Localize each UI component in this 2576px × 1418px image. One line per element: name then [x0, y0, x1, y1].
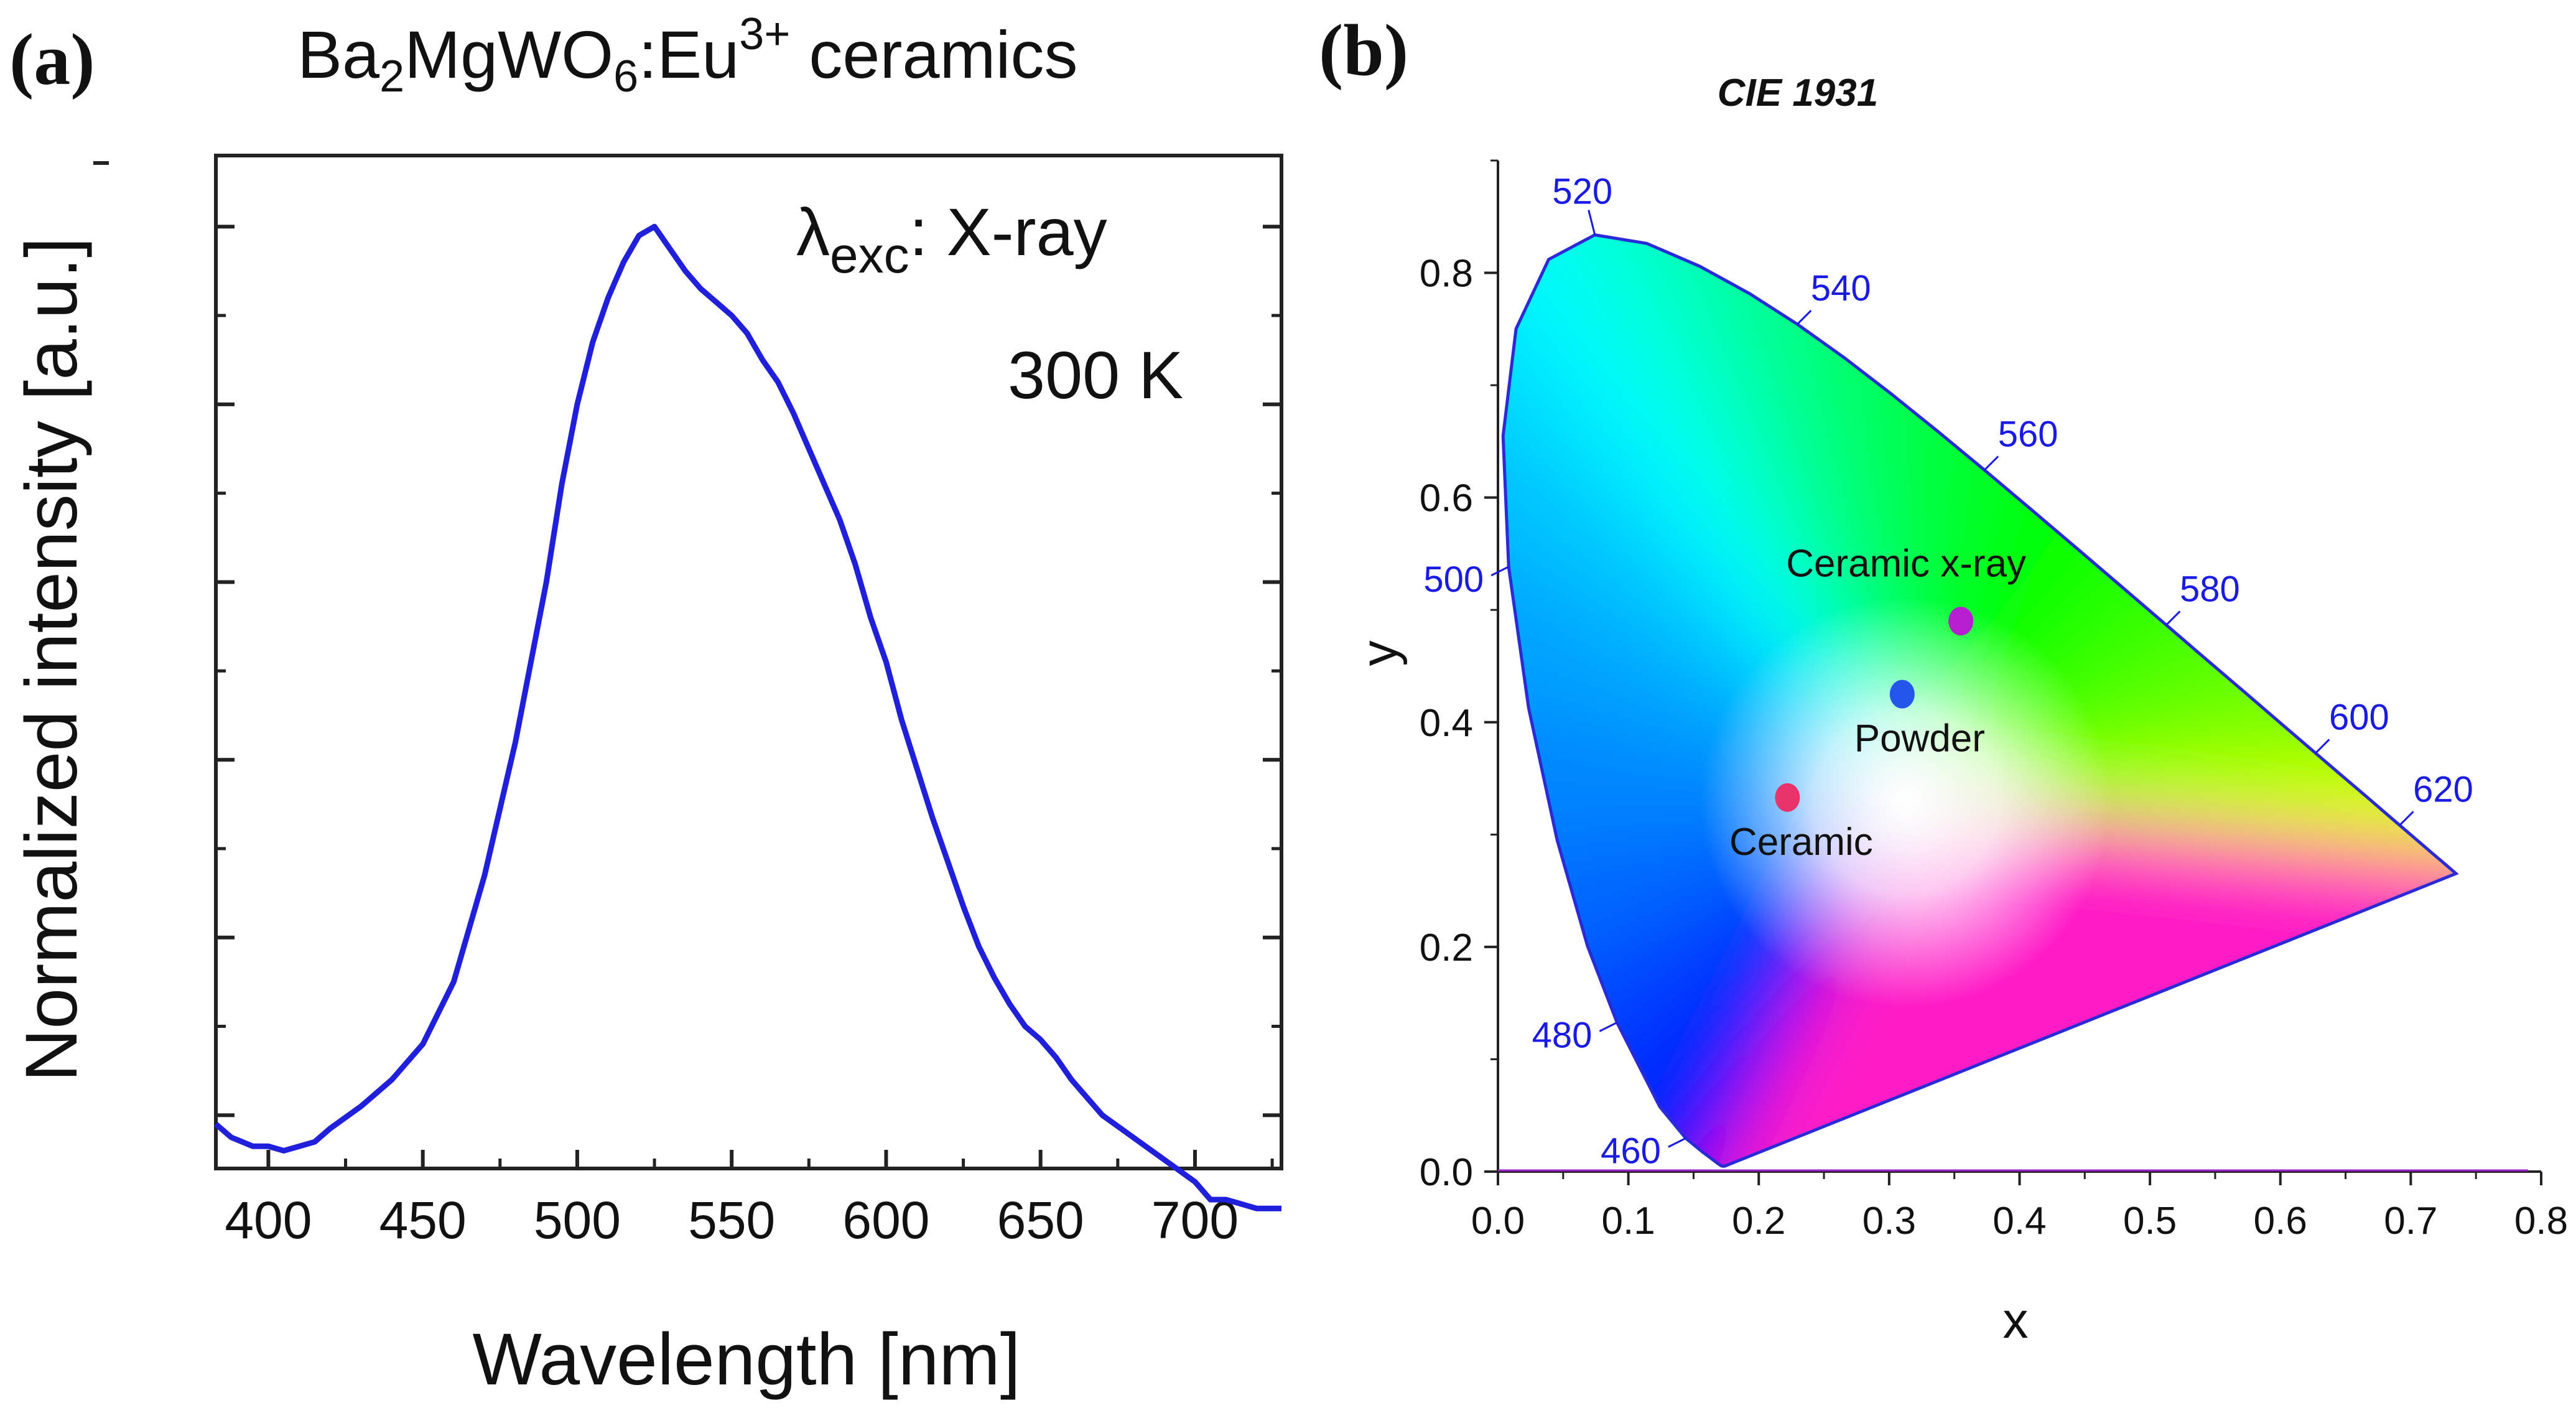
panel-a-x-tick-label: 650	[997, 1191, 1084, 1249]
wavelength-label-460: 460	[1601, 1131, 1661, 1171]
panel-b-x-tick-label: 0.0	[1471, 1200, 1525, 1243]
panel-a-emission-spectrum: (a) Ba2MgWO6:Eu3+ ceramics 400 450 500 550 6…	[9, 9, 1283, 1401]
panel-b-x-tick-label: 0.5	[2123, 1200, 2177, 1243]
panel-b-cie-diagram: (b) CIE 1931 0.0 0.1 0.2 0.3 0.4 0.5 0.6 0.7 0.8…	[1319, 9, 2568, 1349]
wavelength-tick	[2399, 811, 2414, 826]
wavelength-label-540: 540	[1811, 268, 1871, 309]
panel-a-title: Ba2MgWO6:Eu3+ ceramics	[297, 9, 1077, 101]
panel-a-x-tick-label: 500	[534, 1191, 621, 1249]
wavelength-label-560: 560	[1998, 414, 2058, 454]
panel-a-x-tick-label: 450	[379, 1191, 467, 1249]
panel-b-label: (b)	[1319, 9, 1408, 91]
point-ceramic-x-ray	[1948, 607, 1974, 636]
panel-a-plot-frame	[214, 154, 1283, 1170]
wavelength-label-520: 520	[1552, 172, 1612, 212]
wavelength-label-480: 480	[1532, 1015, 1593, 1055]
panel-a-emission-curve	[214, 223, 1281, 1211]
wavelength-tick	[1984, 455, 1999, 471]
wavelength-tick	[1588, 210, 1596, 235]
panel-b-x-tick-label: 0.2	[1732, 1200, 1785, 1243]
panel-b-y-tick-label: 0.4	[1420, 702, 1473, 745]
wavelength-tick	[1797, 310, 1812, 325]
panel-a-x-tick-label: 400	[225, 1191, 312, 1249]
point-powder	[1889, 679, 1915, 709]
panel-b-x-tick-label: 0.7	[2384, 1200, 2437, 1243]
panel-a-annotation-temperature: 300 K	[1008, 337, 1183, 413]
point-label-ceramic-x-ray: Ceramic x-ray	[1786, 542, 2026, 585]
panel-b-x-tick-label: 0.4	[1992, 1200, 2046, 1243]
panel-b-y-tick-label: 0.6	[1420, 477, 1473, 520]
panel-b-title: CIE 1931	[1718, 72, 1879, 114]
panel-a-x-axis-label: Wavelength [nm]	[472, 1318, 1020, 1401]
wavelength-tick	[1599, 1022, 1618, 1032]
panel-b-y-axis-label: y	[1351, 641, 1408, 666]
cie-wavelength-labels: 460 480 500 520 540 560 580 600 620	[1423, 172, 2473, 1172]
panel-b-x-tick-label: 0.6	[2254, 1200, 2307, 1243]
panel-b-axes	[1484, 159, 2542, 1185]
cie-color-gamut-fill	[1503, 235, 2457, 1167]
wavelength-tick	[1668, 1137, 1686, 1148]
panel-a-x-ticks: 400 450 500 550 600 650 700	[225, 1150, 1274, 1249]
wavelength-tick	[2315, 739, 2330, 754]
wavelength-tick	[2165, 610, 2181, 626]
panel-a-label: (a)	[9, 19, 95, 100]
panel-b-x-axis-label: x	[2003, 1292, 2029, 1349]
wavelength-label-580: 580	[2180, 569, 2240, 609]
panel-b-y-tick-label: 0.2	[1420, 926, 1473, 969]
panel-b-y-tick-label: 0.8	[1420, 253, 1473, 296]
point-label-powder: Powder	[1854, 717, 1985, 760]
panel-b-x-tick-label: 0.1	[1602, 1200, 1655, 1243]
point-label-ceramic: Ceramic	[1729, 821, 1873, 864]
panel-a-y-axis-label: Normalized intensity [a.u.]	[11, 237, 93, 1082]
wavelength-tick	[1490, 566, 1509, 577]
point-ceramic	[1775, 783, 1800, 812]
panel-a-x-tick-label: 600	[842, 1191, 929, 1249]
panel-a-x-tick-label: 550	[688, 1191, 775, 1249]
cie-chromaticity-points: Ceramic x-ray Powder Ceramic	[1729, 542, 2026, 863]
panel-b-x-tick-label: 0.3	[1862, 1200, 1916, 1243]
wavelength-label-600: 600	[2329, 697, 2389, 737]
panel-b-tick-labels: 0.0 0.1 0.2 0.3 0.4 0.5 0.6 0.7 0.8 0.0 0.2 0.4 0.6 0…	[1420, 253, 2568, 1243]
cie-spectral-locus	[1501, 233, 2459, 1168]
panel-a-annotation-excitation: λexc: X-ray	[796, 194, 1107, 284]
wavelength-label-500: 500	[1423, 559, 1484, 600]
panel-b-x-tick-label: 0.8	[2514, 1200, 2568, 1243]
panel-b-y-tick-label: 0.0	[1420, 1151, 1473, 1194]
panel-a-y-ticks	[216, 225, 1281, 1117]
wavelength-label-620: 620	[2413, 769, 2473, 809]
